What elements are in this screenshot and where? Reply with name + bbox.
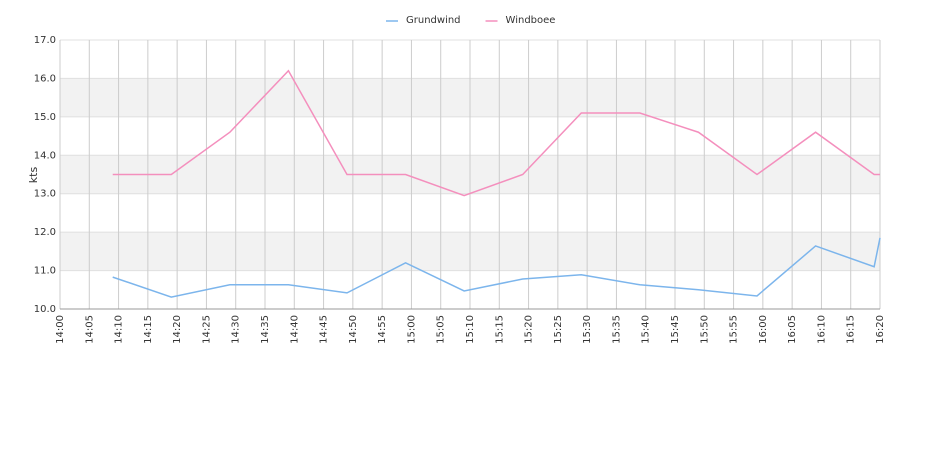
x-tick-label: 15:25 xyxy=(553,315,564,344)
x-tick-label: 15:30 xyxy=(582,315,593,344)
series-line xyxy=(112,69,880,197)
x-tick-label: 14:50 xyxy=(348,315,359,344)
legend-label: Grundwind xyxy=(406,15,461,26)
y-tick-label: 16.0 xyxy=(34,73,56,84)
x-tick-label: 14:00 xyxy=(55,315,66,344)
x-tick-label: 15:50 xyxy=(699,315,710,344)
x-tick-label: 14:40 xyxy=(289,315,300,344)
x-tick-label: 14:55 xyxy=(377,315,388,344)
x-tick-label: 16:05 xyxy=(787,315,798,344)
y-tick-label: 12.0 xyxy=(34,227,56,238)
legend-label: Windboee xyxy=(506,15,556,26)
x-tick-label: 15:55 xyxy=(729,315,740,344)
x-tick-label: 14:25 xyxy=(201,315,212,344)
x-tick-label: 15:20 xyxy=(524,315,535,344)
x-tick-label: 15:15 xyxy=(494,315,505,344)
y-tick-label: 11.0 xyxy=(34,266,56,277)
x-tick-label: 15:05 xyxy=(436,315,447,344)
x-tick-label: 15:00 xyxy=(406,315,417,344)
x-tick-label: 14:45 xyxy=(319,315,330,344)
x-tick-label: 14:35 xyxy=(260,315,271,344)
x-tick-label: 14:20 xyxy=(172,315,183,344)
y-tick-label: 17.0 xyxy=(34,35,56,46)
x-tick-label: 14:05 xyxy=(84,315,95,344)
x-tick-label: 15:10 xyxy=(465,315,476,344)
x-tick-label: 16:10 xyxy=(816,315,827,344)
x-tick-label: 15:45 xyxy=(670,315,681,344)
x-tick-label: 16:20 xyxy=(875,315,886,344)
x-tick-label: 15:40 xyxy=(641,315,652,344)
x-tick-label: 15:35 xyxy=(611,315,622,344)
series-line xyxy=(112,237,881,298)
x-tick-label: 14:10 xyxy=(114,315,125,344)
x-tick-label: 14:30 xyxy=(231,315,242,344)
x-tick-label: 16:00 xyxy=(758,315,769,344)
x-tick-label: 16:15 xyxy=(846,315,857,344)
y-tick-label: 10.0 xyxy=(34,304,56,315)
y-tick-label: 14.0 xyxy=(34,150,56,161)
x-tick-label: 14:15 xyxy=(143,315,154,344)
y-axis-label: kts xyxy=(27,167,40,184)
y-tick-label: 15.0 xyxy=(34,112,56,123)
y-tick-label: 13.0 xyxy=(34,189,56,200)
